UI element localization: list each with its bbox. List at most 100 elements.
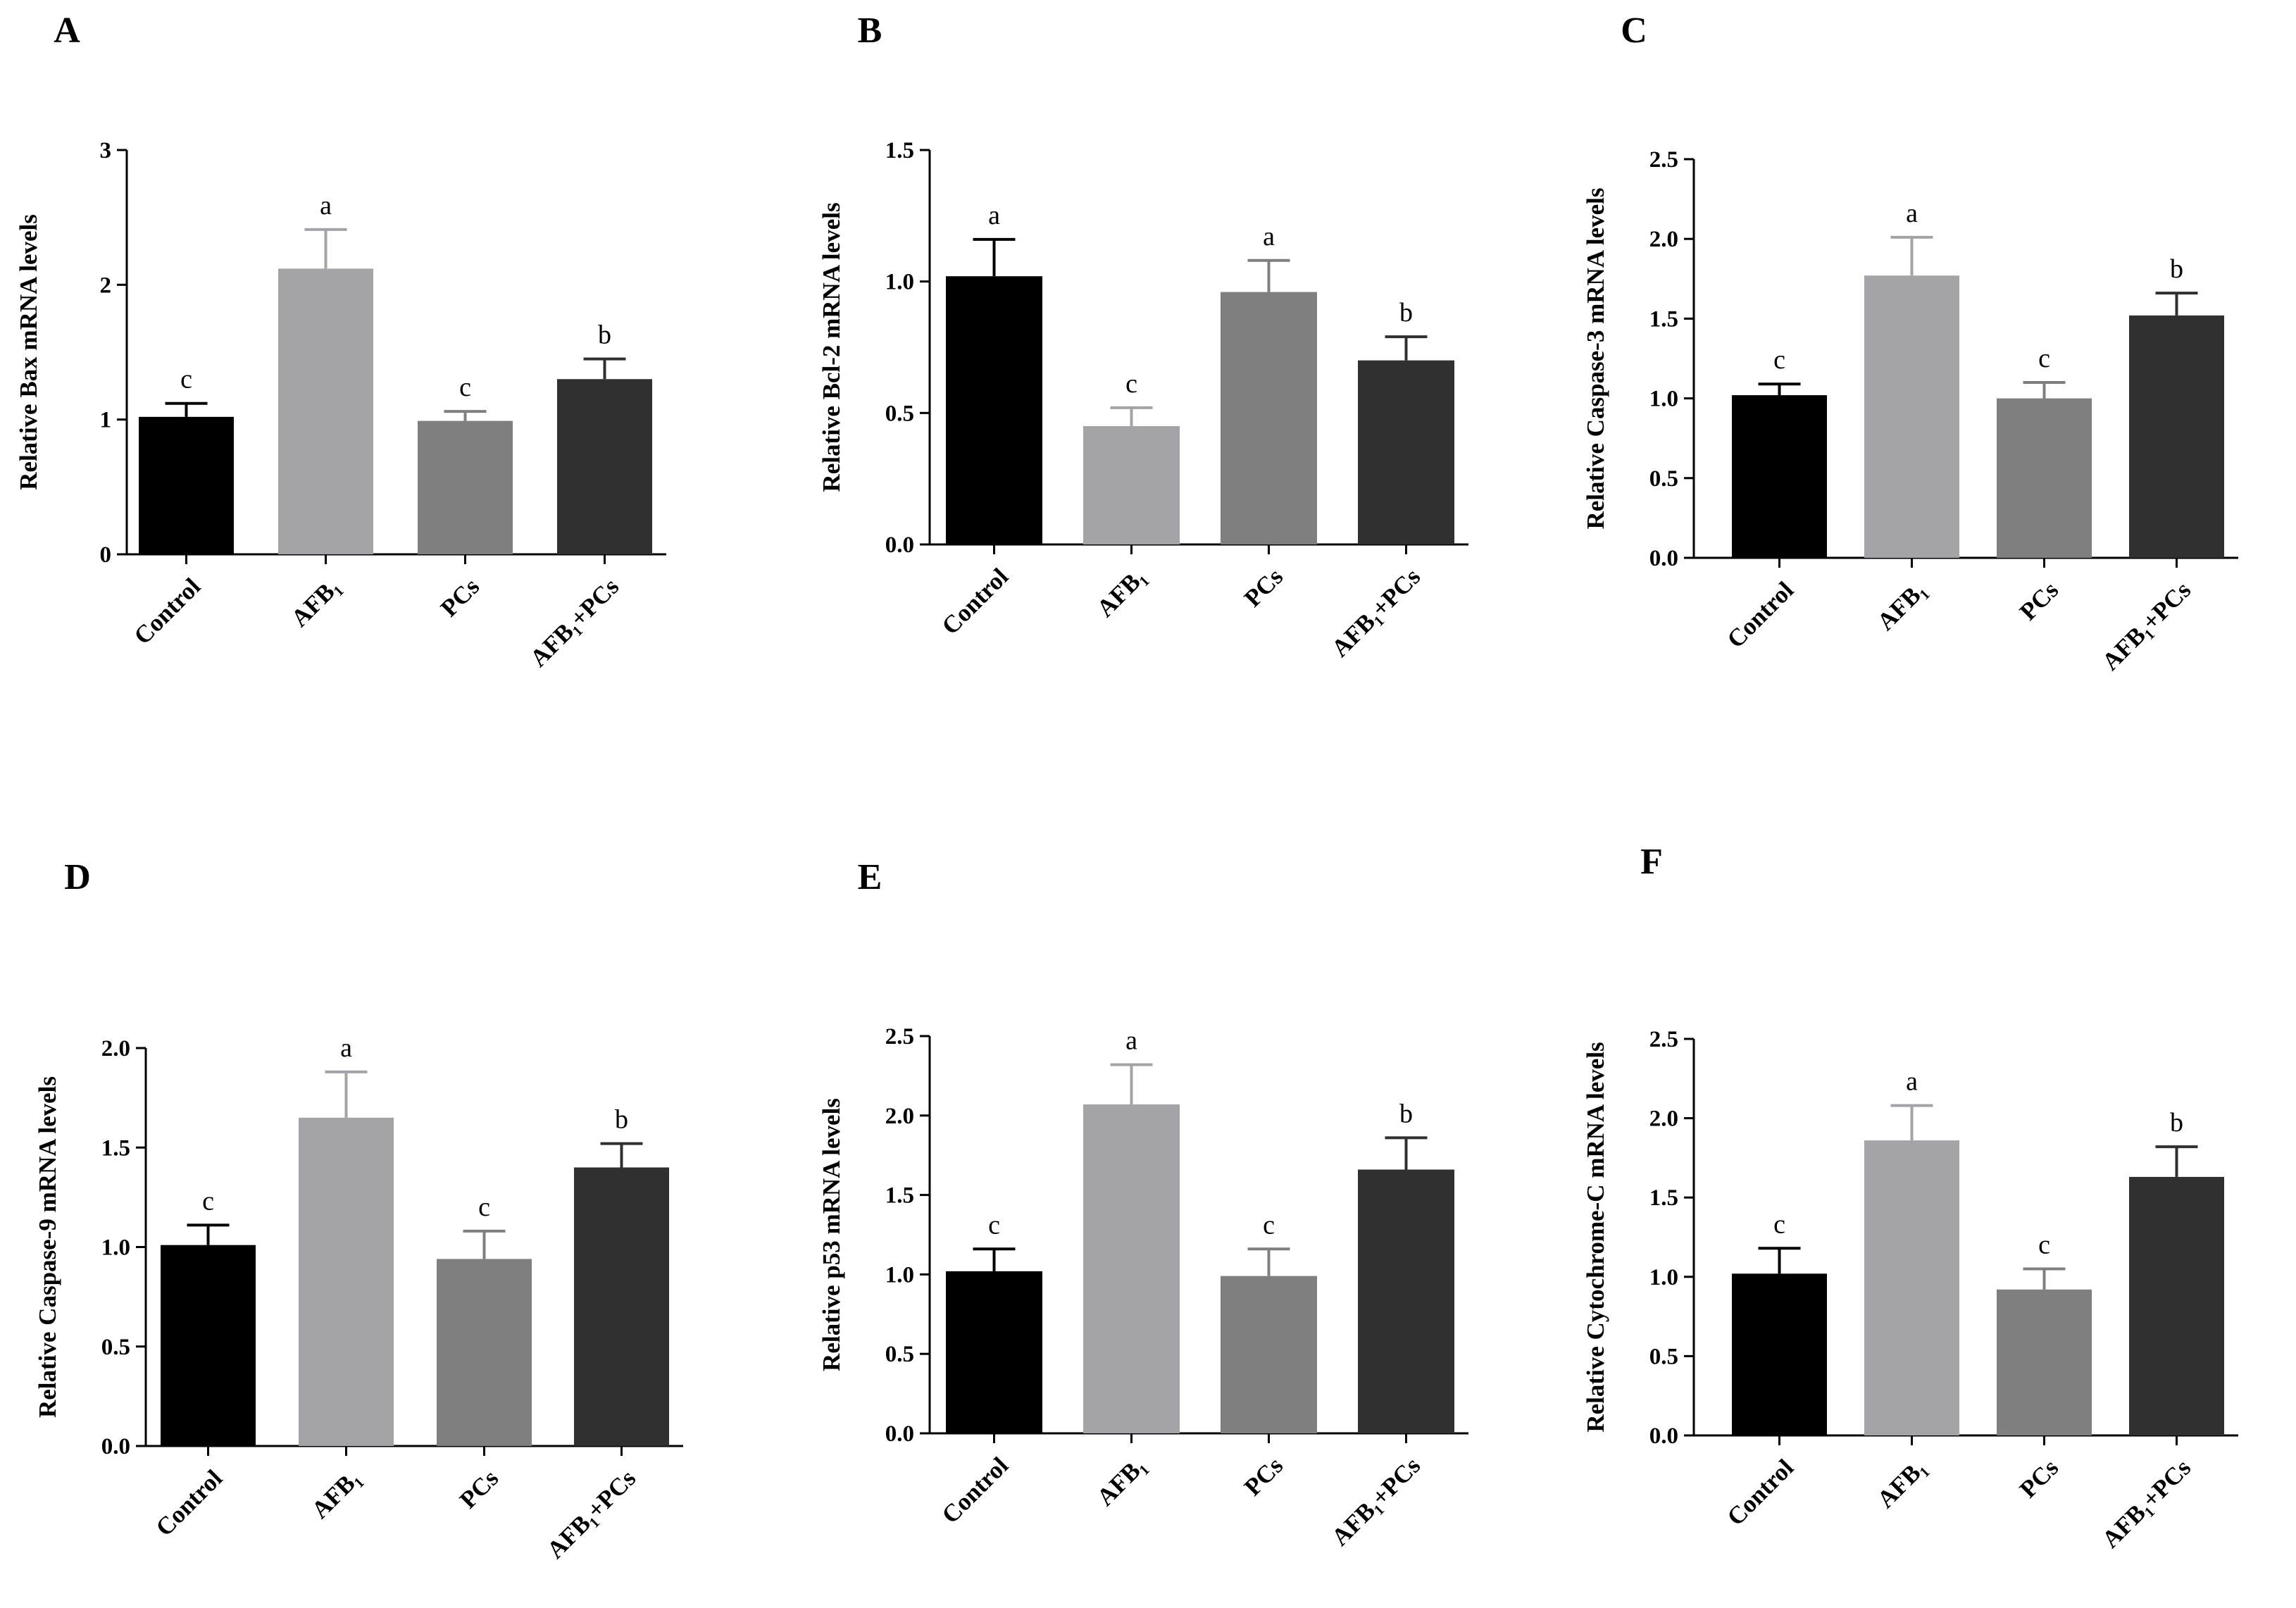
x-tick-label: Control <box>937 1452 1014 1529</box>
significance-label: c <box>180 365 192 394</box>
significance-label: b <box>1399 298 1413 328</box>
panel-letter: C <box>1621 11 1647 51</box>
y-tick-label: 2.5 <box>885 1024 914 1049</box>
significance-label: b <box>1399 1099 1413 1128</box>
bar <box>418 420 513 554</box>
panel-d: D Relative Caspase-9 mRNA levels 0.0 0.5 1.0… <box>34 857 683 1564</box>
y-tick-label: 1.0 <box>101 1235 130 1261</box>
y-axis-label: Relative Caspase-9 mRNA levels <box>34 1076 61 1418</box>
bar <box>2129 315 2224 558</box>
significance-label: c <box>2038 344 2050 373</box>
panel-letter: D <box>64 857 91 897</box>
y-tick-label: 1.0 <box>1649 387 1678 412</box>
x-tick-label: Control <box>129 573 206 650</box>
y-axis-label: Relative Cytochrome-C mRNA levels <box>1582 1042 1609 1432</box>
panel-c: C Relative Caspase-3 mRNA levels 0.0 0.5 1.0… <box>1582 11 2238 675</box>
bar <box>1221 292 1317 544</box>
y-tick-label: 1.0 <box>885 1262 914 1288</box>
y-tick-label: 2 <box>100 273 112 298</box>
significance-label: a <box>320 191 332 220</box>
x-tick-label: AFB₁+PCs <box>2097 1454 2196 1553</box>
y-tick-label: 1.5 <box>1649 306 1678 332</box>
x-tick-label: PCs <box>1239 1452 1288 1501</box>
bar <box>1358 1169 1454 1433</box>
y-tick-label: 0.0 <box>1649 546 1678 571</box>
significance-label: c <box>1773 1209 1785 1239</box>
significance-label: c <box>478 1192 490 1222</box>
y-tick-label: 0.0 <box>885 532 914 558</box>
bar <box>557 379 652 554</box>
x-tick-label: AFB₁ <box>1872 576 1931 635</box>
x-tick-label: AFB₁ <box>286 573 345 632</box>
y-tick-label: 2.5 <box>1649 1027 1678 1052</box>
y-tick-label: 1.5 <box>101 1135 130 1161</box>
x-tick-label: AFB₁ <box>1872 1454 1931 1513</box>
panel-a: A Relative Bax mRNA levels 0 1 2 3 c Control a AF… <box>15 11 666 672</box>
x-tick-label: AFB₁ <box>1092 563 1151 622</box>
panel-letter: F <box>1640 842 1663 882</box>
significance-label: c <box>1263 1210 1275 1240</box>
panel-f: F Relative Cytochrome-C mRNA levels 0.0 0.5… <box>1582 842 2238 1553</box>
significance-label: a <box>1906 1067 1918 1097</box>
bar <box>1997 1289 2092 1435</box>
y-axis-label: Relative Caspase-3 mRNA levels <box>1582 187 1609 529</box>
bar <box>1864 275 1959 558</box>
bar <box>437 1259 532 1446</box>
x-tick-label: PCs <box>2014 1454 2064 1503</box>
y-tick-label: 0.5 <box>1649 1344 1678 1369</box>
x-tick-label: PCs <box>454 1464 504 1514</box>
x-tick-label: PCs <box>1239 563 1288 612</box>
panel-letter: B <box>858 11 882 51</box>
x-tick-label: PCs <box>435 573 485 622</box>
bar <box>946 1271 1042 1433</box>
y-axis-label: Relative Bcl-2 mRNA levels <box>818 202 845 492</box>
panel-letter: E <box>858 857 882 897</box>
x-tick-label: AFB₁+PCs <box>2097 576 2196 675</box>
y-axis-label: Relative p53 mRNA levels <box>818 1098 845 1371</box>
bar <box>1997 398 2092 558</box>
significance-label: a <box>1906 199 1918 228</box>
y-tick-label: 0.5 <box>885 401 914 426</box>
significance-label: c <box>459 373 471 402</box>
x-tick-label: Control <box>937 563 1014 640</box>
bar <box>946 276 1042 544</box>
y-tick-label: 0.5 <box>101 1335 130 1360</box>
panel-letter: A <box>54 11 80 51</box>
x-tick-label: AFB₁+PCs <box>525 573 624 672</box>
y-axis-label: Relative Bax mRNA levels <box>15 214 42 490</box>
y-tick-label: 0.5 <box>1649 466 1678 492</box>
x-tick-label: AFB₁ <box>306 1464 366 1523</box>
bar <box>1083 1104 1180 1433</box>
significance-label: c <box>2038 1230 2050 1260</box>
y-tick-label: 1.5 <box>1649 1185 1678 1211</box>
significance-label: a <box>988 201 1000 230</box>
bar <box>1221 1276 1317 1433</box>
y-tick-label: 2.0 <box>101 1036 130 1061</box>
y-tick-label: 2.5 <box>1649 147 1678 173</box>
y-tick-label: 2.0 <box>1649 227 1678 252</box>
bar <box>1732 395 1827 558</box>
y-tick-label: 2.0 <box>1649 1107 1678 1132</box>
significance-label: a <box>340 1033 352 1063</box>
significance-label: b <box>2170 1108 2183 1138</box>
x-tick-label: Control <box>1722 1454 1799 1531</box>
bar <box>1732 1273 1827 1435</box>
y-tick-label: 1.0 <box>1649 1265 1678 1290</box>
y-tick-label: 0.0 <box>1649 1423 1678 1449</box>
significance-label: c <box>1773 345 1785 375</box>
significance-label: c <box>988 1210 1000 1240</box>
panel-e: E Relative p53 mRNA levels 0.0 0.5 1.0 1.5 2.0… <box>818 857 1468 1551</box>
bar <box>299 1117 394 1446</box>
bar <box>1864 1140 1959 1435</box>
x-tick-label: PCs <box>2014 576 2064 625</box>
y-tick-label: 0.5 <box>885 1342 914 1367</box>
bar <box>2129 1176 2224 1435</box>
significance-label: c <box>1125 369 1137 399</box>
significance-label: a <box>1125 1026 1137 1056</box>
x-tick-label: AFB₁+PCs <box>1326 563 1425 662</box>
y-tick-label: 0 <box>100 542 112 568</box>
x-tick-label: Control <box>151 1464 228 1542</box>
x-tick-label: Control <box>1722 576 1799 654</box>
significance-label: b <box>598 320 611 350</box>
